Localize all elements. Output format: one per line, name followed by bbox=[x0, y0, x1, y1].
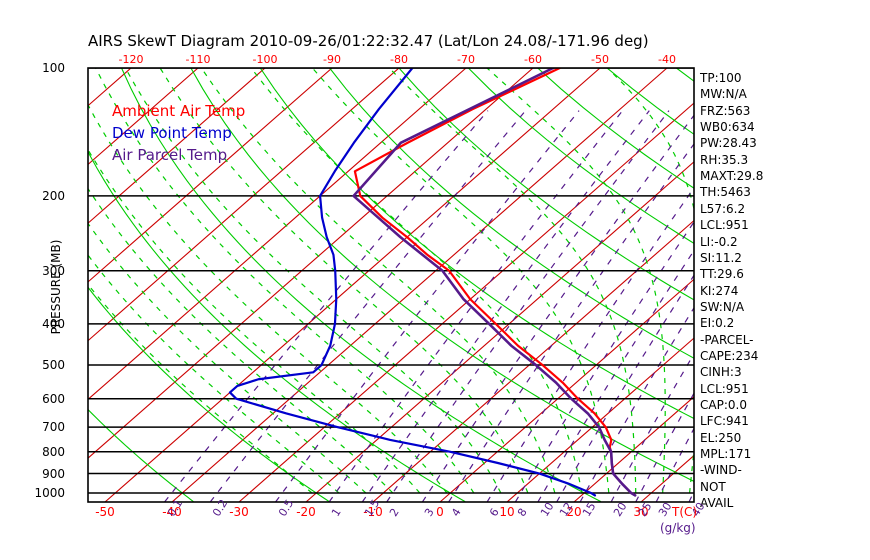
pressure-tick: 400 bbox=[42, 316, 65, 331]
top-temp-tick: -60 bbox=[524, 53, 542, 66]
pressure-tick: 900 bbox=[42, 466, 65, 481]
parameter-item: CAP:0.0 bbox=[700, 397, 747, 412]
parameter-item: TH:5463 bbox=[700, 185, 751, 200]
bottom-temp-tick: 0 bbox=[436, 505, 444, 519]
parameter-item: RH:35.3 bbox=[700, 152, 749, 167]
parameter-item: MW:N/A bbox=[700, 87, 747, 102]
legend-item-3: Air Parcel Temp bbox=[112, 146, 228, 164]
top-temp-tick: -80 bbox=[390, 53, 408, 66]
top-temp-tick: -90 bbox=[323, 53, 341, 66]
parameter-item: SI:11.2 bbox=[700, 250, 742, 265]
parameter-item: TT:29.6 bbox=[700, 267, 744, 282]
bottom-temp-tick: -40 bbox=[162, 505, 182, 519]
pressure-tick: 100 bbox=[42, 61, 65, 75]
pressure-tick: 800 bbox=[42, 444, 65, 459]
legend-item-1: Ambient Air Temp bbox=[112, 102, 246, 120]
pressure-tick: 700 bbox=[42, 420, 65, 435]
legend-item-2: Dew Point Temp bbox=[112, 124, 232, 142]
bottom-temp-tick: 10 bbox=[499, 505, 515, 519]
parameter-item: L57:6.2 bbox=[700, 201, 746, 216]
top-temp-tick: -50 bbox=[591, 53, 609, 66]
bottom-temp-tick: -20 bbox=[296, 505, 316, 519]
parameter-item: NOT bbox=[700, 479, 726, 494]
parameter-item: KI:274 bbox=[700, 283, 739, 298]
sounding-traces bbox=[228, 68, 637, 497]
top-temp-tick: -120 bbox=[118, 53, 144, 66]
parameter-item: AVAIL bbox=[700, 496, 734, 510]
parameter-item: WB0:634 bbox=[700, 120, 755, 134]
parameter-item: LCL:951 bbox=[700, 381, 749, 396]
parameter-item: FRZ:563 bbox=[700, 103, 751, 118]
parameter-item: LI:-0.2 bbox=[700, 234, 738, 249]
parameter-item: PW:28.43 bbox=[700, 136, 757, 151]
parameter-item: LCL:951 bbox=[700, 218, 749, 233]
pressure-tick: 300 bbox=[42, 263, 65, 278]
parameter-item: LFC:941 bbox=[700, 414, 749, 429]
parameter-item: SW:N/A bbox=[700, 299, 745, 314]
pressure-tick: 600 bbox=[42, 391, 65, 406]
bottom-temp-tick: 30 bbox=[633, 505, 649, 519]
parameter-item: EI:0.2 bbox=[700, 316, 735, 331]
isotherm-lines bbox=[88, 68, 694, 502]
parameter-item: MAXT:29.8 bbox=[700, 169, 764, 184]
top-temp-tick: -110 bbox=[185, 53, 211, 66]
top-temp-tick: -100 bbox=[252, 53, 278, 66]
parameter-item: TP:100 bbox=[700, 71, 742, 85]
parameter-item: -WIND- bbox=[700, 463, 742, 478]
pressure-tick: 1000 bbox=[34, 486, 65, 500]
isobar-lines bbox=[88, 68, 694, 494]
bottom-temp-tick: -10 bbox=[363, 505, 383, 519]
top-temp-tick: -70 bbox=[457, 53, 475, 66]
parameter-item: CINH:3 bbox=[700, 365, 742, 380]
dry-adiabat-lines bbox=[88, 68, 694, 502]
mixing-ratio-lines bbox=[164, 110, 694, 502]
parameter-item: MPL:171 bbox=[700, 447, 752, 461]
temperature-unit-label: T(C) bbox=[672, 505, 698, 519]
parameter-item: CAPE:234 bbox=[700, 348, 759, 363]
top-temp-tick: -40 bbox=[658, 53, 676, 66]
bottom-temp-tick: -50 bbox=[95, 505, 115, 519]
pressure-tick: 200 bbox=[42, 188, 65, 203]
parameter-item: -PARCEL- bbox=[700, 332, 754, 347]
mixing-ratio-unit-label: (g/kg) bbox=[660, 521, 696, 535]
bottom-temp-tick: -30 bbox=[229, 505, 249, 519]
plot-frame bbox=[87, 67, 695, 503]
bottom-temp-tick: 20 bbox=[566, 505, 582, 519]
pressure-axis-title: PRESSURE (MB) bbox=[49, 239, 63, 335]
page-title: AIRS SkewT Diagram 2010-09-26/01:22:32.4… bbox=[88, 32, 649, 50]
pressure-tick: 500 bbox=[42, 358, 65, 373]
parameter-item: EL:250 bbox=[700, 430, 742, 445]
